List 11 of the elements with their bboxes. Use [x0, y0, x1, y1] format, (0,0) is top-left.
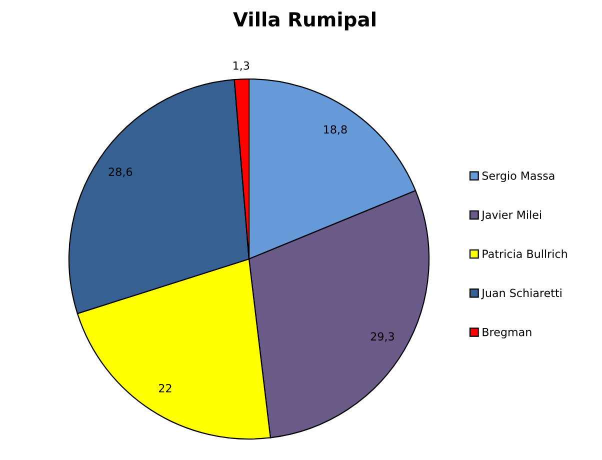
chart-title: Villa Rumipal: [233, 12, 376, 30]
legend-label: Javier Milei: [481, 210, 541, 222]
data-label: 18,8: [324, 125, 347, 135]
data-label: 22: [158, 384, 172, 392]
data-label: 1,3: [234, 61, 250, 71]
data-label: 29,3: [370, 332, 394, 342]
legend-label: Bregman: [482, 328, 532, 338]
data-label: 28,6: [108, 168, 132, 178]
legend-label: Patricia Bullrich: [482, 249, 567, 258]
legend-label: Juan Schiaretti: [481, 288, 562, 300]
legend-label: Sergio Massa: [482, 171, 554, 182]
